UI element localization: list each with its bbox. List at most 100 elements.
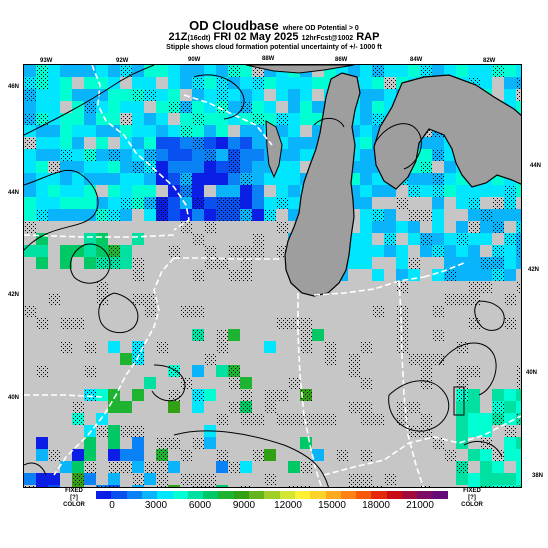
colorbar-left-label: FIXED [?] COLOR	[60, 488, 88, 509]
cloudbase-cell	[276, 173, 288, 185]
cloudbase-cell	[156, 113, 168, 125]
cloudbase-cell	[216, 149, 228, 161]
stipple-cell	[492, 485, 504, 487]
cloudbase-cell	[240, 461, 252, 473]
cloudbase-cell	[96, 101, 108, 113]
stipple-cell	[216, 197, 228, 209]
cloudbase-cell	[360, 149, 372, 161]
cloudbase-cell	[192, 149, 204, 161]
ia-mo-border	[24, 394, 105, 398]
stipple-cell	[504, 317, 516, 329]
stipple-cell	[504, 233, 516, 245]
cloudbase-cell	[396, 269, 408, 281]
colorbar-cell	[218, 491, 235, 499]
stipple-cell	[180, 305, 192, 317]
cloudbase-cell	[156, 173, 168, 185]
stipple-cell	[276, 197, 288, 209]
cloudbase-cell	[480, 221, 492, 233]
stipple-cell	[216, 257, 228, 269]
stipple-cell	[240, 101, 252, 113]
cloudbase-cell	[288, 161, 300, 173]
stipple-cell	[516, 77, 521, 89]
stipple-cell	[96, 425, 108, 437]
stipple-cell	[516, 365, 521, 377]
cloudbase-cell	[444, 257, 456, 269]
cloudbase-cell	[168, 401, 180, 413]
cloudbase-cell	[276, 185, 288, 197]
stipple-cell	[432, 305, 444, 317]
contour-11	[373, 123, 422, 170]
colorbar-cell	[126, 491, 143, 499]
cloudbase-cell	[468, 389, 480, 401]
stipple-cell	[288, 413, 300, 425]
cloudbase-cell	[96, 65, 108, 77]
stipple-cell	[84, 341, 96, 353]
right-fixed-label: FIXED	[463, 488, 481, 494]
stipple-cell	[240, 209, 252, 221]
cloudbase-cell	[372, 221, 384, 233]
right-color-label: COLOR	[461, 502, 483, 508]
stipple-cell	[24, 137, 36, 149]
colorbar-cell	[96, 491, 112, 499]
stipple-cell	[24, 113, 36, 125]
stipple-cell	[468, 293, 480, 305]
cloudbase-cell	[480, 65, 492, 77]
cloudbase-cell	[456, 473, 468, 485]
cloudbase-cell	[432, 209, 444, 221]
cloudbase-cell	[516, 485, 521, 487]
cloudbase-cell	[516, 257, 521, 269]
cloudbase-cell	[408, 173, 420, 185]
uncertainty-stipple	[24, 65, 521, 487]
stipple-cell	[420, 377, 432, 389]
stipple-cell	[228, 65, 240, 77]
cloudbase-cell	[204, 161, 216, 173]
cloudbase-cell	[264, 101, 276, 113]
stipple-cell	[204, 221, 216, 233]
stipple-cell	[252, 449, 264, 461]
stipple-cell	[132, 161, 144, 173]
cloudbase-cell	[492, 185, 504, 197]
cloudbase-cell	[72, 461, 84, 473]
colorbar-cell	[356, 491, 372, 499]
stipple-cell	[444, 293, 456, 305]
cloudbase-cell	[144, 209, 156, 221]
stipple-cell	[396, 305, 408, 317]
cloudbase-cell	[84, 185, 96, 197]
cloudbase-cell	[396, 221, 408, 233]
cloudbase-cell	[216, 125, 228, 137]
cloudbase-cell	[192, 173, 204, 185]
stipple-cell	[240, 269, 252, 281]
cloudbase-cell	[120, 401, 132, 413]
cloudbase-cell	[156, 161, 168, 173]
stipple-cell	[252, 77, 264, 89]
cloudbase-cell	[36, 89, 48, 101]
cloudbase-cell	[48, 113, 60, 125]
cloudbase-cell	[408, 233, 420, 245]
cloudbase-cell	[504, 401, 516, 413]
contour-12	[193, 74, 245, 120]
stipple-cell	[396, 317, 408, 329]
cloudbase-cell	[384, 185, 396, 197]
cloudbase-cell	[468, 185, 480, 197]
stipple-cell	[132, 425, 144, 437]
cloudbase-cell	[120, 209, 132, 221]
stipple-cell	[420, 65, 432, 77]
cloudbase-cell	[72, 185, 84, 197]
run-info: 12hrFcst@1002	[301, 35, 354, 42]
cloudbase-cell	[432, 221, 444, 233]
lat-label-right-38n: 38N	[532, 473, 544, 479]
ia-il-border	[53, 257, 175, 476]
cloudbase-cell	[252, 197, 264, 209]
stipple-cell	[324, 413, 336, 425]
stipple-cell	[180, 185, 192, 197]
colorbar-cell	[279, 491, 296, 499]
stipple-cell	[372, 65, 384, 77]
cloudbase-cell	[228, 173, 240, 185]
stipple-cell	[192, 233, 204, 245]
stipple-cell	[288, 317, 300, 329]
cloudbase-cell	[96, 161, 108, 173]
cloudbase-cell	[240, 197, 252, 209]
cloudbase-cell	[504, 449, 516, 461]
cloudbase-cell	[24, 245, 36, 257]
cloudbase-cell	[84, 161, 96, 173]
